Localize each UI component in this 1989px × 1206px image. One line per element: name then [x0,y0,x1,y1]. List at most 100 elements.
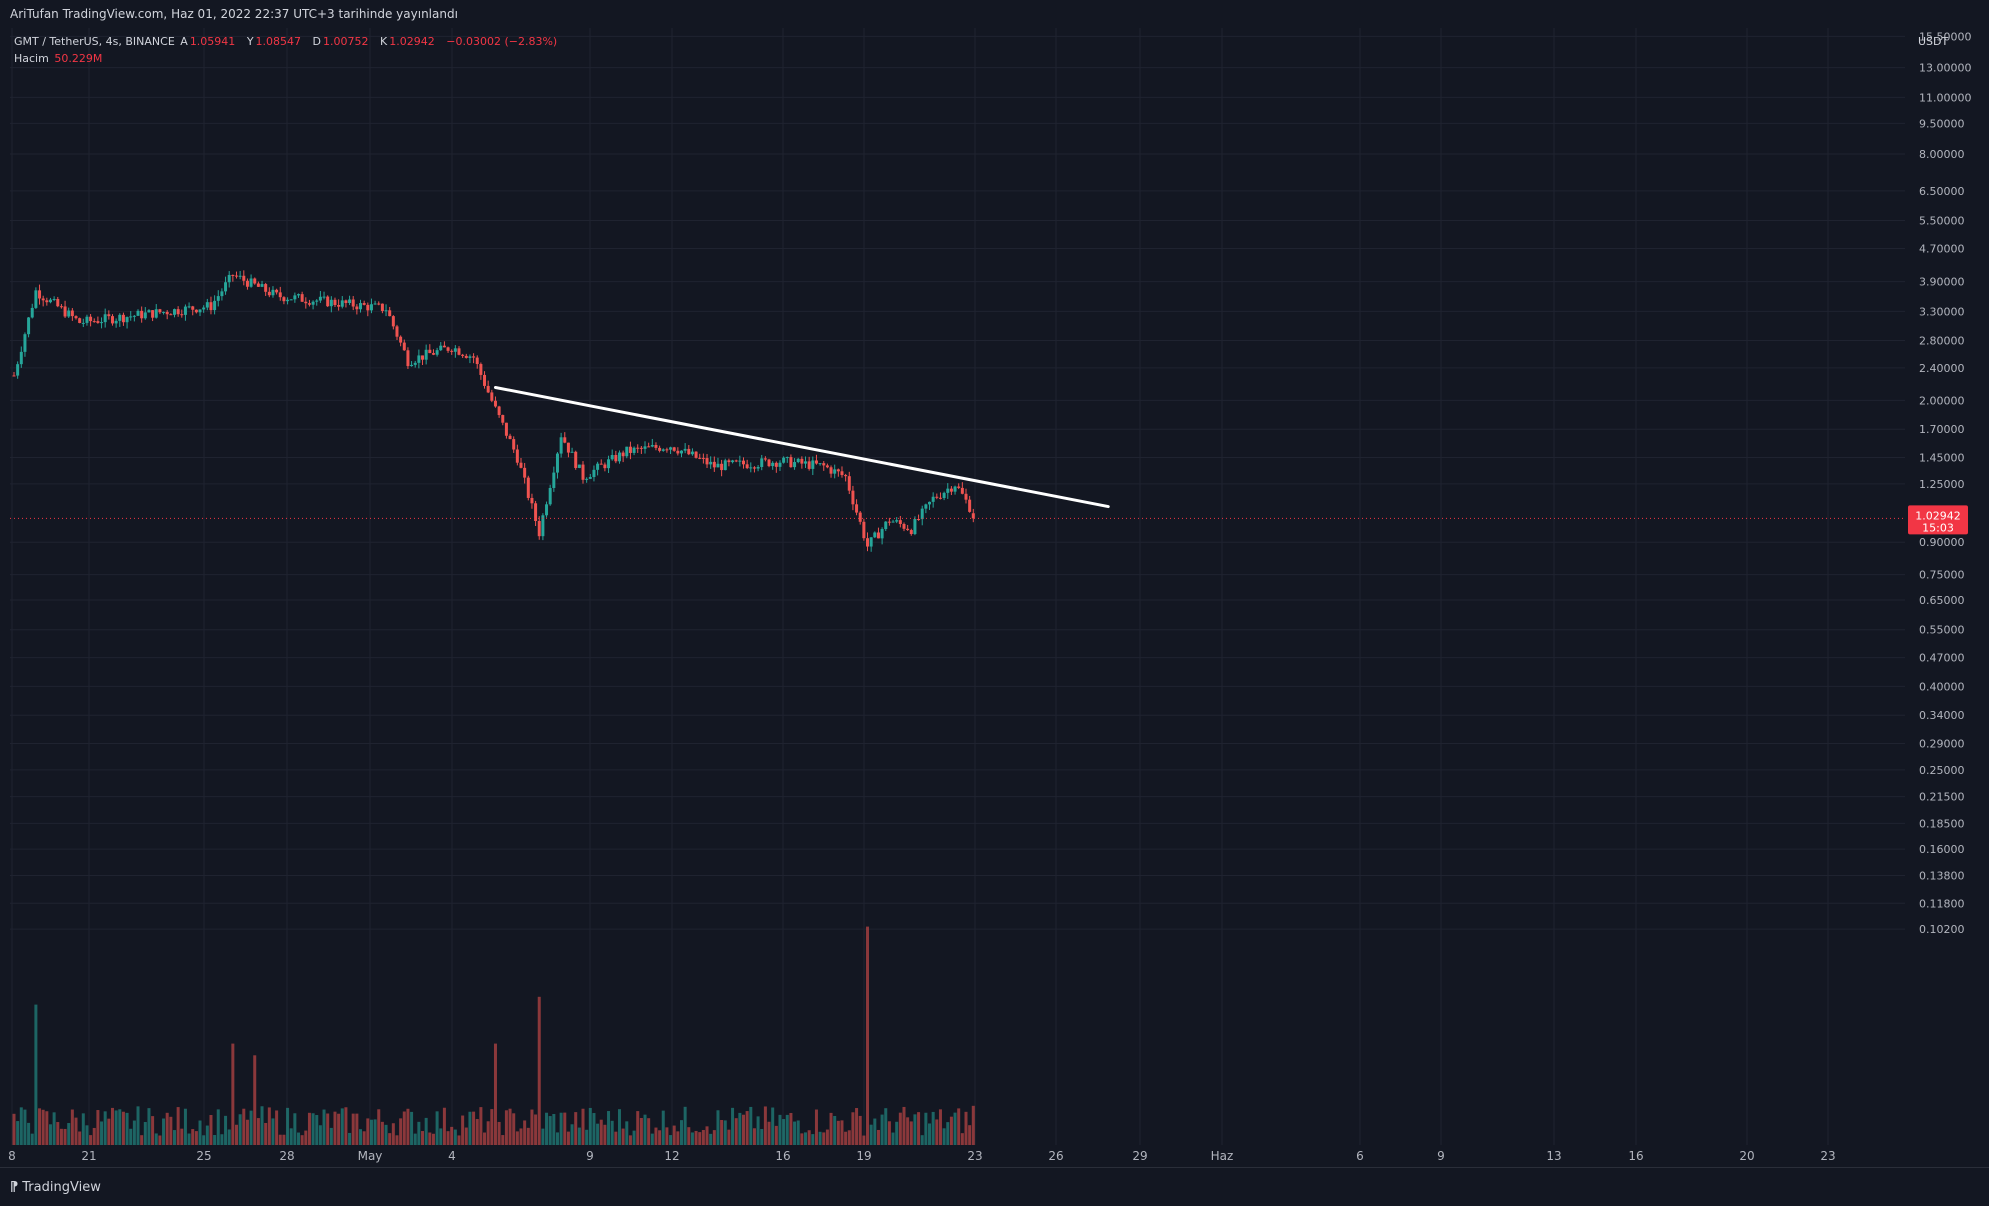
candle-body [804,461,808,464]
candle [577,464,581,469]
volume-bar [16,1121,20,1145]
candle [811,456,815,476]
candle [778,460,782,471]
candle-body [224,282,228,292]
published-text: AriTufan TradingView.com, Haz 01, 2022 2… [10,7,458,21]
candle [56,296,60,308]
time-tick-label: 20 [1739,1149,1754,1163]
candle-body [763,458,767,460]
volume-bar [526,1127,530,1145]
candle [435,347,439,357]
volume-bar [38,1108,42,1145]
candle-body [774,462,778,467]
candle [359,299,363,313]
volume-bar [971,1105,975,1145]
price-chart[interactable]: 15.50000 13.00000 11.00000 9.50000 8.00000 6.… [0,0,1989,1167]
price-tick-label: 0.40000 [1919,680,1965,693]
volume-bar [782,1119,786,1145]
candle [297,293,301,298]
candle [789,454,793,468]
volume-bar [679,1120,683,1145]
volume-bar [621,1128,625,1145]
candle-body [588,477,592,479]
volume-legend: Hacim 50.229M [14,52,110,65]
candle [643,441,647,454]
candle [286,297,290,305]
candle [793,458,797,470]
candle-body [366,304,370,311]
candle [552,466,556,492]
candle-body [745,464,749,469]
candle [610,449,614,461]
candle [318,290,322,303]
candle-body [96,321,100,323]
volume-bar [537,996,541,1145]
candle-body [793,462,797,468]
candle-body [286,299,290,302]
volume-bar [880,1114,884,1145]
candle [964,488,968,504]
last-price-box [1908,505,1968,535]
candle-body [209,302,213,311]
volume-bar [734,1118,738,1145]
candle [151,310,155,322]
candle-body [121,314,125,323]
volume-bar [421,1131,425,1145]
candle [534,500,538,526]
volume-bar [373,1119,377,1145]
candle-body [814,460,818,464]
candle [760,454,764,471]
candle [804,456,808,468]
volume-bar [180,1128,184,1145]
candle [895,517,899,524]
candle [38,284,42,305]
candle-body [377,303,381,305]
volume-bar [534,1114,538,1145]
candle-body [373,303,377,305]
price-tick-label: 4.70000 [1919,242,1965,255]
candle [669,446,673,455]
candle [337,299,341,311]
candle [369,298,373,314]
candle-body [949,488,953,492]
candle-body [362,303,366,305]
candle-body [238,275,242,277]
candle [957,483,961,490]
candle [650,438,654,448]
candle-body [282,297,286,302]
price-tick-label: 1.70000 [1919,423,1965,436]
candle [183,304,187,321]
candle [231,274,235,282]
candle-body [194,309,198,313]
candle-body [884,521,888,530]
volume-bar [701,1130,705,1145]
candle-body [873,532,877,538]
volume-bar [953,1112,957,1145]
time-tick-label: 4 [448,1149,456,1163]
candle-body [318,296,322,301]
volume-bar [278,1134,282,1145]
volume-bar [669,1135,673,1145]
volume-bar [548,1116,552,1145]
candle [59,304,63,309]
candle [147,309,151,313]
candle-body [862,521,866,539]
candle-body [650,445,654,447]
candle-body [245,280,249,287]
candle-body [512,439,516,450]
candle-body [946,488,950,493]
volume-bar [796,1120,800,1145]
candle-body [136,310,140,316]
tradingview-brand[interactable]: ⁋ TradingView [10,1180,101,1195]
candle-body [895,520,899,522]
volume-bar [362,1131,366,1145]
candle [898,515,902,528]
candle [169,313,173,316]
candle-body [818,463,822,465]
candle-body [581,464,585,480]
candle [920,505,924,526]
volume-bar [446,1131,450,1145]
candle-body [767,459,771,467]
candle-body [253,278,257,284]
